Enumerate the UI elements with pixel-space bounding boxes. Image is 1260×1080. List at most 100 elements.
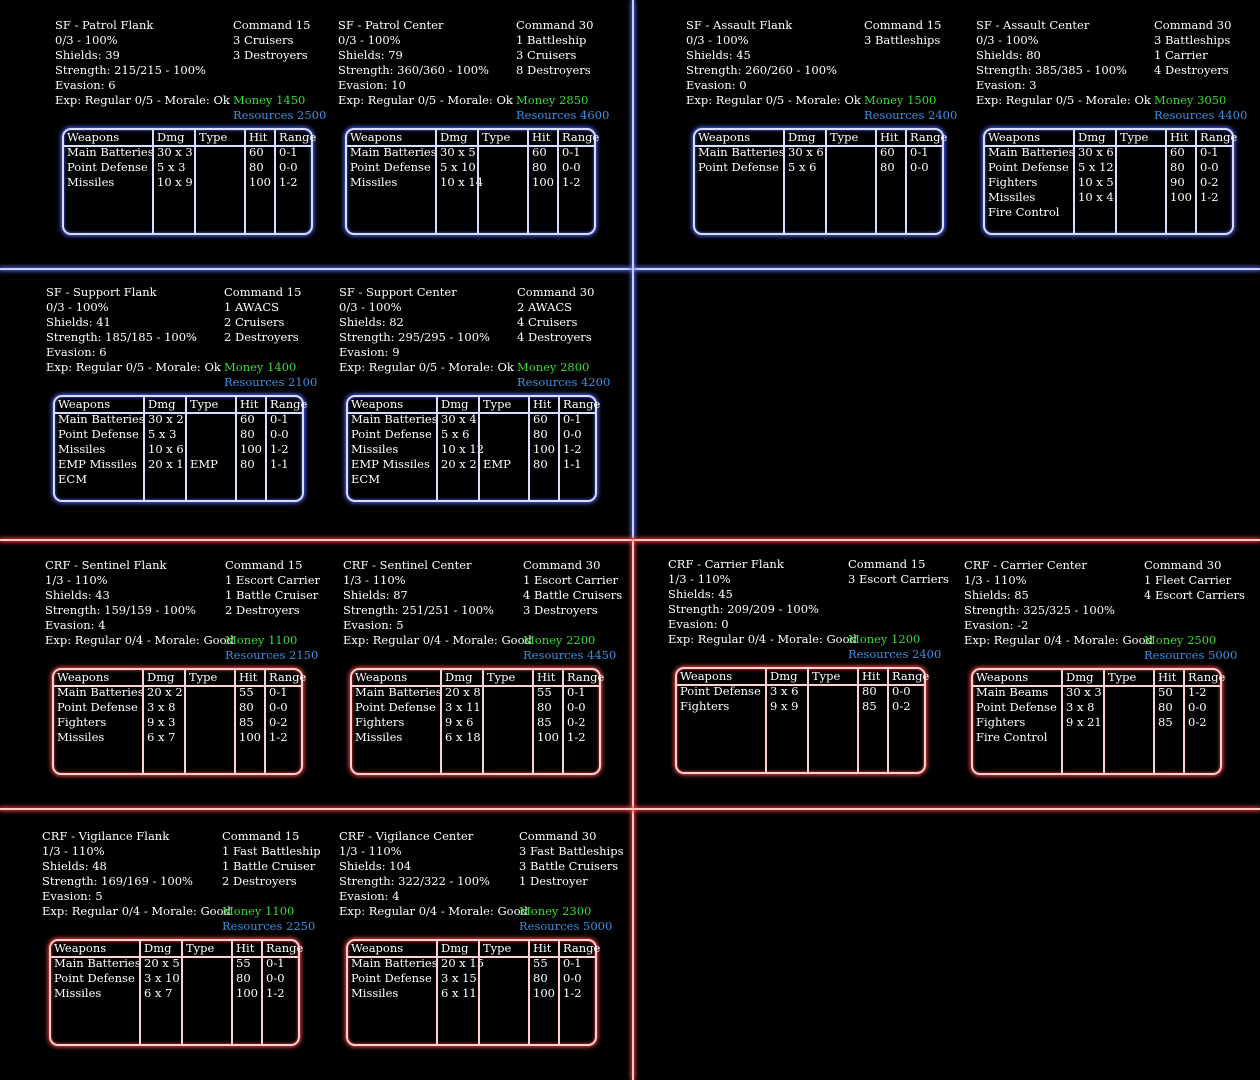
fleet-shields: Shields: 82: [339, 315, 404, 329]
resources-value: Resources 2400: [864, 108, 958, 122]
cell-dmg: 3 x 10: [144, 971, 180, 985]
cell-hit: 80: [533, 457, 548, 471]
cell-hit: 80: [236, 971, 251, 985]
header-dmg: Dmg: [148, 397, 176, 411]
header-dmg: Dmg: [441, 941, 469, 955]
fleet-title: CRF - Sentinel Flank: [45, 558, 167, 572]
money-value: Money 1100: [222, 904, 295, 918]
weapons-table: Weapons Main Batteries Point Defense Fighte…: [52, 668, 306, 775]
cell-weapons: Fighters: [988, 175, 1038, 189]
cell-dmg: 10 x 9: [157, 175, 193, 189]
column-dmg: Dmg 20 x 15 3 x 15 6 x 11: [436, 941, 484, 1044]
ship-entry: 8 Destroyers: [516, 63, 591, 77]
cell-type: EMP: [483, 457, 511, 471]
fleet-strength: Strength: 322/322 - 100%: [339, 874, 490, 888]
cell-dmg: 30 x 6: [788, 145, 824, 159]
header-dmg: Dmg: [788, 130, 816, 144]
fleet-title: SF - Support Flank: [46, 285, 157, 299]
ship-entry: 3 Battleships: [864, 33, 941, 47]
fleet-command: Command 30 2 AWACS 4 Cruisers 4 Destroyers M…: [517, 285, 610, 390]
cell-hit: 80: [880, 160, 895, 174]
fleet-strength: Strength: 209/209 - 100%: [668, 602, 819, 616]
cell-range: 1-2: [1188, 685, 1207, 699]
fleet-command: Command 15 1 Fast Battleship 1 Battle Crui…: [222, 829, 321, 934]
header-type: Type: [1108, 670, 1137, 684]
ship-entry: 2 Cruisers: [224, 315, 285, 329]
column-type: Type: [1103, 670, 1155, 773]
cell-weapons: Point Defense: [680, 684, 761, 698]
fleet-info: CRF - Vigilance Center 1/3 - 110% Shields:…: [339, 829, 528, 919]
fleet-evasion: Evasion: -2: [964, 618, 1029, 632]
column-range: Range 0-1 0-0 1-2: [557, 130, 600, 233]
command-points: Command 15: [224, 285, 302, 299]
cell-type: [480, 986, 530, 1001]
cell-range: 0-2: [1200, 175, 1219, 189]
ship-entry: [225, 618, 320, 633]
weapons-table-header-line: [695, 130, 942, 147]
ship-entry: 1 Escort Carrier: [225, 573, 321, 587]
grid-divider-vertical: [632, 541, 634, 1080]
fleet-evasion: Evasion: 3: [976, 78, 1037, 92]
fleet-card: CRF - Vigilance Flank 1/3 - 110% Shields: …: [42, 829, 321, 1064]
cell-range: 1-2: [567, 730, 586, 744]
cell-weapons: Missiles: [355, 730, 403, 744]
cell-dmg: 9 x 3: [147, 715, 176, 729]
cell-hit: [237, 472, 267, 487]
column-weapons: Weapons Main Batteries Point Defense Missil…: [348, 397, 438, 500]
cell-dmg: 30 x 4: [441, 412, 477, 426]
column-hit: Hit 55 80 85 100: [532, 670, 564, 773]
cell-type: [196, 160, 246, 175]
cell-range: 1-2: [266, 986, 285, 1000]
fleet-info: SF - Assault Flank 0/3 - 100% Shields: 45 S…: [686, 18, 861, 108]
cell-hit: 55: [533, 956, 548, 970]
fleet-evasion: Evasion: 5: [343, 618, 404, 632]
cell-type: [484, 730, 534, 745]
cell-dmg: 3 x 6: [770, 684, 799, 698]
header-type: Type: [812, 669, 841, 683]
fleet-strength: Strength: 385/385 - 100%: [976, 63, 1127, 77]
cell-dmg: 9 x 6: [445, 715, 474, 729]
column-range: Range 1-2 0-0 0-2: [1183, 670, 1226, 773]
cell-weapons: EMP Missiles: [58, 457, 137, 471]
resources-value: Resources 5000: [519, 919, 613, 933]
fleet-shields: Shields: 45: [686, 48, 751, 62]
cell-range: 0-0: [269, 700, 288, 714]
cell-weapons: Point Defense: [355, 700, 436, 714]
fleet-command: Command 30 3 Battleships 1 Carrier 4 Destro…: [1154, 18, 1247, 123]
header-weapons: Weapons: [58, 397, 111, 411]
cell-weapons: ECM: [58, 472, 87, 486]
weapons-table-header-line: [55, 397, 302, 414]
resources-value: Resources 4400: [1154, 108, 1248, 122]
header-weapons: Weapons: [988, 130, 1041, 144]
money-value: Money 2850: [516, 93, 589, 107]
fleet-evasion: Evasion: 4: [339, 889, 400, 903]
fleet-experience: Exp: Regular 0/4 - Morale: Good: [45, 633, 234, 647]
ship-entry: 3 Destroyers: [523, 603, 598, 617]
ship-entry: 2 AWACS: [517, 300, 573, 314]
cell-hit: [1167, 205, 1197, 220]
fleet-strength: Strength: 295/295 - 100%: [339, 330, 490, 344]
ship-entry: [864, 48, 957, 63]
header-type: Type: [482, 130, 511, 144]
grid-divider-horizontal: [0, 539, 1260, 541]
cell-hit: 85: [537, 715, 552, 729]
column-weapons: Weapons Main Batteries Point Defense Missil…: [64, 130, 154, 233]
cell-hit: 85: [862, 699, 877, 713]
header-range: Range: [270, 397, 308, 411]
cell-weapons: Main Batteries: [67, 145, 154, 159]
column-weapons: Weapons Main Batteries Point Defense Missil…: [348, 941, 438, 1044]
ship-entry: 2 Destroyers: [222, 874, 297, 888]
command-points: Command 30: [1154, 18, 1232, 32]
cell-dmg: 9 x 9: [770, 699, 799, 713]
cell-type: [196, 145, 246, 160]
fleet-info: CRF - Vigilance Flank 1/3 - 110% Shields: …: [42, 829, 231, 919]
cell-type: [827, 145, 877, 160]
cell-dmg: 20 x 5: [144, 956, 180, 970]
money-value: Money 3050: [1154, 93, 1227, 107]
header-range: Range: [269, 670, 307, 684]
cell-weapons: Missiles: [351, 986, 399, 1000]
fleet-info: SF - Support Center 0/3 - 100% Shields: 82…: [339, 285, 514, 375]
cell-range: 0-1: [269, 685, 288, 699]
fleet-evasion: Evasion: 6: [55, 78, 116, 92]
